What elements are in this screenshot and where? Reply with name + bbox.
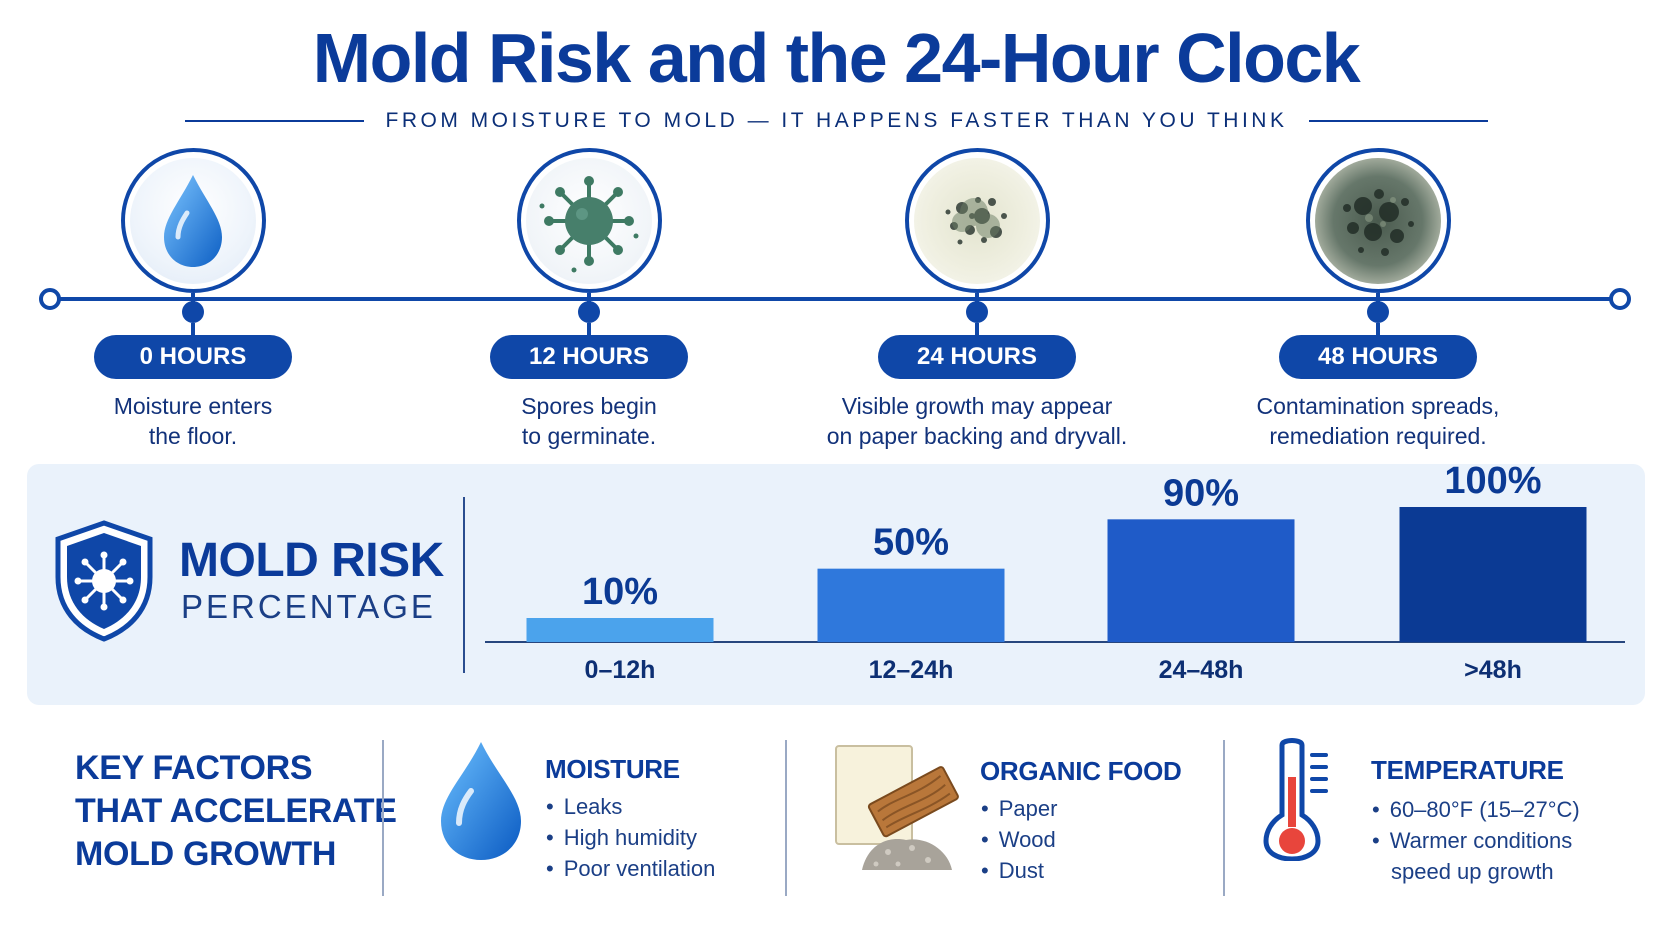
x-tick-label: 24–48h <box>1159 656 1244 684</box>
thermometer-icon <box>1263 738 1328 861</box>
factor-divider <box>382 740 384 896</box>
list-item: High humidity <box>546 822 715 853</box>
bar->48h <box>1399 507 1587 642</box>
stage-icon-circle <box>1305 148 1451 293</box>
bar-value-label: 90% <box>1163 472 1239 514</box>
timeline-stage-12h: 12 HOURS Spores begin to germinate. <box>409 148 769 451</box>
risk-title: MOLD RISK <box>179 534 444 587</box>
list-item: 60–80°F (15–27°C) <box>1372 794 1580 825</box>
subtitle-row: FROM MOISTURE TO MOLD — IT HAPPENS FASTE… <box>185 106 1489 136</box>
list-item: Leaks <box>546 791 715 822</box>
heavy-mold-icon <box>1343 188 1414 256</box>
list-item: Poor ventilation <box>546 853 716 884</box>
water-drop-icon <box>164 174 222 267</box>
x-tick-label: 12–24h <box>869 656 954 684</box>
timeline-stage-24h: 24 HOURS Visible growth may appear on pap… <box>797 148 1157 451</box>
water-drop-icon <box>441 742 521 860</box>
time-label: 0 HOURS <box>94 335 292 379</box>
factor-title-temperature: TEMPERATURE <box>1371 755 1564 785</box>
time-label: 12 HOURS <box>490 335 688 379</box>
stage-description: Spores begin to germinate. <box>521 393 657 449</box>
spore-icon <box>539 175 639 272</box>
list-item: Wood <box>981 824 1057 855</box>
mold-patch-icon <box>945 196 1007 244</box>
subtitle-rule-right <box>1309 120 1489 122</box>
timeline-dot <box>966 301 988 323</box>
page-title: Mold Risk and the 24-Hour Clock <box>312 19 1361 97</box>
bar-value-label: 100% <box>1444 464 1541 502</box>
stage-icon-circle <box>516 148 662 293</box>
paper-wood-dust-icon <box>835 745 959 870</box>
factor-divider <box>785 740 787 896</box>
list-item: Paper <box>981 793 1058 824</box>
factor-list-organic-food: Paper Wood Dust <box>981 793 1058 886</box>
shield-virus-icon <box>55 520 153 642</box>
time-label: 24 HOURS <box>878 335 1076 379</box>
bar-value-label: 50% <box>873 522 949 564</box>
bar-value-label: 10% <box>582 571 658 613</box>
stage-description: Contamination spreads, remediation requir… <box>1256 393 1500 449</box>
timeline-dot <box>1367 301 1389 323</box>
factor-list-temperature: 60–80°F (15–27°C) Warmer conditions spee… <box>1372 794 1580 887</box>
factor-title-organic-food: ORGANIC FOOD <box>980 756 1182 786</box>
bar-12–24h <box>817 568 1005 642</box>
timeline-stage-0h: 0 HOURS Moisture enters the floor. <box>13 148 373 451</box>
subtitle-rule-left <box>185 120 364 122</box>
bar-0–12h <box>526 618 714 642</box>
factor-title-moisture: MOISTURE <box>545 754 680 784</box>
stage-icon-circle <box>904 148 1050 293</box>
stage-description: Moisture enters the floor. <box>113 393 273 449</box>
timeline-dot <box>182 301 204 323</box>
timeline-end-node <box>1609 288 1631 310</box>
factor-list-moisture: Leaks High humidity Poor ventilation <box>546 791 716 884</box>
bar-24–48h <box>1107 519 1295 642</box>
panel-divider <box>463 497 465 673</box>
time-label: 48 HOURS <box>1279 335 1477 379</box>
key-factors-title: KEY FACTORS THAT ACCELERATE MOLD GROWTH <box>75 749 397 873</box>
timeline-dot <box>578 301 600 323</box>
stage-description: Visible growth may appear on paper backin… <box>826 393 1128 449</box>
timeline-line <box>53 297 1620 301</box>
timeline-start-node <box>39 288 61 310</box>
timeline-stage-48h: 48 HOURS Contamination spreads, remediati… <box>1198 148 1558 451</box>
list-item: Warmer conditions <box>1372 825 1580 856</box>
list-item: Dust <box>981 855 1057 886</box>
x-tick-label: 0–12h <box>585 656 656 684</box>
factor-divider <box>1223 740 1225 896</box>
stage-icon-circle <box>120 148 266 293</box>
subtitle: FROM MOISTURE TO MOLD — IT HAPPENS FASTE… <box>385 109 1288 132</box>
x-tick-label: >48h <box>1464 656 1522 684</box>
mold-risk-bar-chart: 10% 0–12h 50% 12–24h 90% 24–48h 100% >48h <box>485 464 1625 684</box>
risk-subtitle: PERCENTAGE <box>181 588 436 625</box>
list-item-continuation: speed up growth <box>1391 859 1554 884</box>
